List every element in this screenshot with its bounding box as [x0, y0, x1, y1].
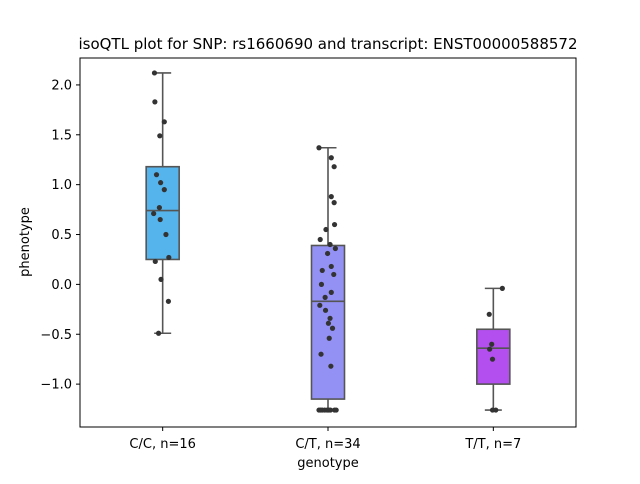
- data-point: [331, 200, 337, 206]
- y-tick-label: −0.5: [40, 328, 72, 343]
- data-point: [328, 194, 334, 200]
- data-point: [331, 221, 338, 228]
- data-point: [324, 250, 331, 257]
- data-point: [161, 119, 167, 125]
- data-point: [318, 281, 325, 287]
- x-tick-label: C/T, n=34: [295, 437, 360, 452]
- data-point: [327, 241, 333, 248]
- data-point: [486, 311, 492, 317]
- plot-frame: [79, 57, 577, 428]
- y-axis-label: phenotype: [18, 207, 33, 277]
- data-point: [317, 236, 323, 243]
- data-point: [328, 155, 334, 161]
- box: [476, 328, 511, 385]
- data-point: [317, 302, 323, 308]
- data-point: [158, 276, 164, 282]
- y-tick-label: 1.5: [51, 128, 72, 143]
- y-tick-label: 2.0: [51, 78, 72, 93]
- x-axis-label: genotype: [297, 456, 358, 471]
- data-point: [318, 351, 324, 357]
- data-point: [323, 226, 329, 233]
- data-point: [155, 330, 162, 336]
- chart-title: isoQTL plot for SNP: rs1660690 and trans…: [78, 35, 577, 53]
- data-point: [157, 133, 163, 139]
- plot-area: −1.0 −0.5 0.0 0.5 1.0 1.5 2.0 C/C, n=16 C/T, n=3…: [40, 70, 521, 452]
- data-point: [328, 263, 334, 270]
- y-tick-label: 0.5: [51, 228, 72, 243]
- data-point: [493, 407, 499, 413]
- y-tick-label: 0.0: [51, 278, 72, 293]
- data-point: [319, 267, 325, 274]
- data-point: [326, 335, 332, 341]
- box-group: [476, 287, 511, 411]
- data-point: [322, 294, 328, 300]
- data-point: [165, 298, 172, 304]
- data-point: [331, 164, 337, 170]
- data-point: [151, 210, 157, 217]
- y-tick-label: 1.0: [51, 178, 72, 193]
- data-point: [328, 289, 334, 295]
- data-point: [327, 315, 333, 321]
- data-point: [157, 216, 163, 223]
- data-point: [329, 325, 336, 331]
- data-point: [489, 356, 496, 362]
- data-point: [153, 172, 160, 178]
- data-point: [489, 341, 495, 347]
- data-point: [156, 204, 162, 211]
- data-point: [499, 285, 505, 291]
- data-point: [166, 254, 172, 261]
- data-point: [161, 187, 167, 193]
- data-point: [163, 231, 169, 238]
- data-point: [328, 363, 334, 369]
- data-point: [322, 307, 329, 313]
- data-point: [158, 180, 164, 186]
- data-point: [151, 70, 158, 76]
- data-point: [327, 407, 334, 413]
- y-tick-label: −1.0: [40, 378, 72, 393]
- box-group: [310, 146, 346, 411]
- data-point: [487, 346, 493, 352]
- data-point: [152, 258, 158, 265]
- x-tick-label: C/C, n=16: [129, 437, 195, 452]
- x-tick-label: T/T, n=7: [464, 437, 521, 452]
- data-point: [332, 245, 338, 252]
- data-point: [316, 145, 322, 151]
- data-point: [333, 407, 339, 413]
- data-point: [331, 271, 337, 278]
- box-group: [145, 72, 180, 335]
- data-point: [325, 320, 332, 326]
- data-point: [152, 99, 158, 105]
